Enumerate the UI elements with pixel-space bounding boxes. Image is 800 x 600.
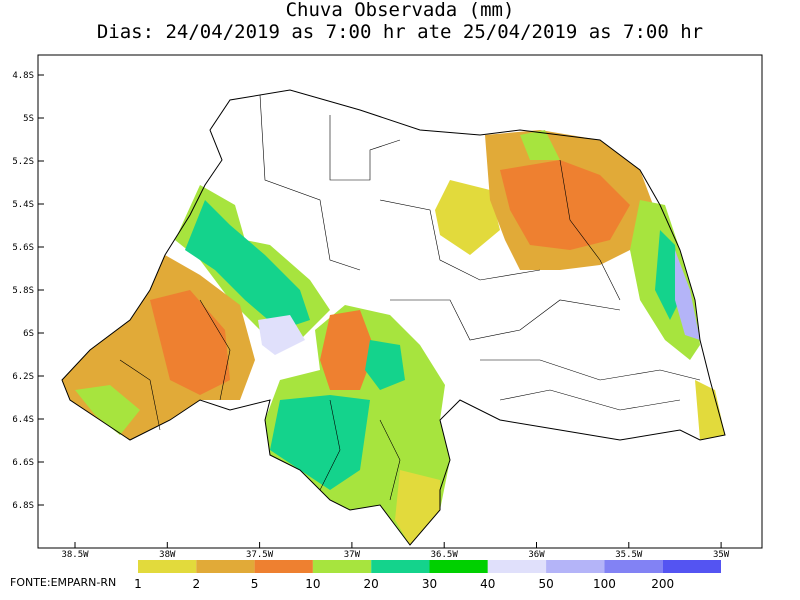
legend-swatch bbox=[254, 560, 313, 573]
lat-tick-label: 6.4S bbox=[12, 415, 34, 425]
legend-swatch bbox=[312, 560, 372, 573]
legend-label: 2 bbox=[192, 577, 200, 591]
municipal-borders bbox=[119, 94, 701, 501]
legend-label: 30 bbox=[422, 577, 437, 591]
lat-tick-label: 5.8S bbox=[12, 286, 34, 296]
lat-tick-label: 5S bbox=[23, 114, 34, 124]
legend-swatch bbox=[487, 560, 547, 573]
legend-label: 200 bbox=[651, 577, 674, 591]
source-note: FONTE:EMPARN-RN bbox=[10, 576, 116, 589]
legend-swatch bbox=[371, 560, 430, 573]
lon-tick-label: 38.5W bbox=[61, 550, 89, 560]
lat-tick-label: 6.8S bbox=[12, 501, 34, 511]
rain-areas bbox=[62, 130, 725, 545]
legend-label: 40 bbox=[480, 577, 495, 591]
lon-tick-label: 35W bbox=[713, 550, 730, 560]
color-legend: 1 2 5 10 20 30 40 50 100 200 bbox=[134, 560, 721, 591]
longitude-ticks: 38.5W 38W 37.5W 37W 36.5W 36W 35.5W 35W bbox=[61, 542, 730, 560]
legend-swatch bbox=[138, 560, 197, 573]
latitude-ticks: 4.8S 5S 5.2S 5.4S 5.6S 5.8S 6S 6.2S 6.4S 6.6S 6.8S bbox=[12, 71, 44, 511]
legend-swatch bbox=[546, 560, 605, 573]
lat-tick-label: 6S bbox=[23, 329, 34, 339]
lon-tick-label: 36W bbox=[528, 550, 545, 560]
lon-tick-label: 38W bbox=[159, 550, 176, 560]
legend-label: 1 bbox=[134, 577, 142, 591]
legend-swatch bbox=[196, 560, 255, 573]
legend-label: 10 bbox=[305, 577, 320, 591]
legend-swatch bbox=[662, 560, 721, 573]
legend-swatch bbox=[429, 560, 488, 573]
lat-tick-label: 5.2S bbox=[12, 157, 34, 167]
map-subtitle: Dias: 24/04/2019 as 7:00 hr ate 25/04/20… bbox=[97, 21, 703, 43]
lat-tick-label: 6.2S bbox=[12, 372, 34, 382]
lat-tick-label: 4.8S bbox=[12, 71, 34, 81]
map-title: Chuva Observada (mm) bbox=[286, 0, 515, 21]
lat-tick-label: 5.6S bbox=[12, 243, 34, 253]
legend-label: 50 bbox=[538, 577, 553, 591]
lat-tick-label: 6.6S bbox=[12, 458, 34, 468]
legend-label: 100 bbox=[593, 577, 616, 591]
legend-label: 20 bbox=[364, 577, 379, 591]
lon-tick-label: 37W bbox=[344, 550, 361, 560]
lat-tick-label: 5.4S bbox=[12, 200, 34, 210]
legend-swatch bbox=[604, 560, 663, 573]
legend-label: 5 bbox=[251, 577, 259, 591]
lon-tick-label: 37.5W bbox=[246, 550, 274, 560]
state-outline bbox=[61, 89, 726, 546]
lon-tick-label: 35.5W bbox=[615, 550, 643, 560]
lon-tick-label: 36.5W bbox=[431, 550, 459, 560]
